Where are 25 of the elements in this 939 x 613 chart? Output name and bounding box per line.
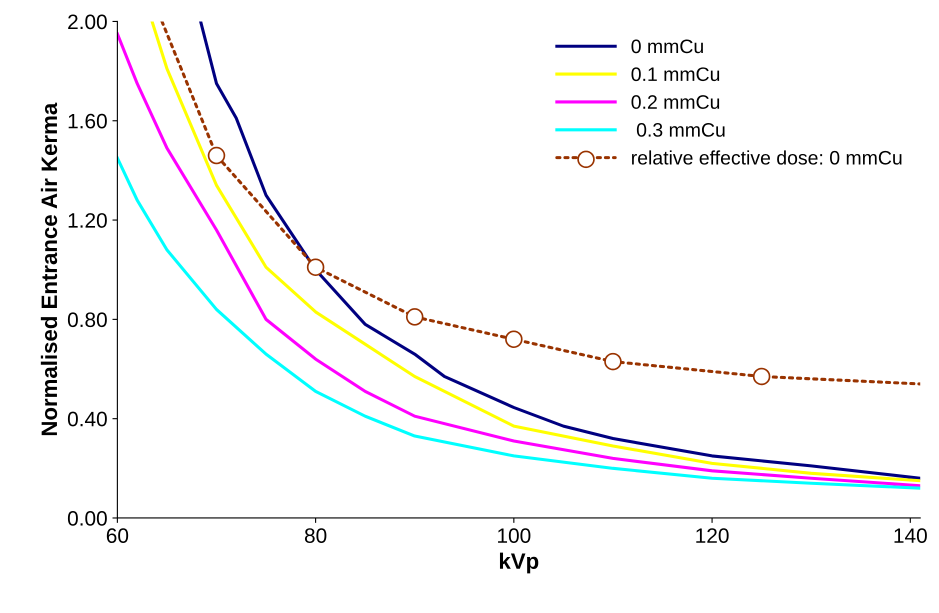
point (505, 330, 523, 348)
y-tick-label: 0.80 (68, 312, 107, 328)
legend-label: 0.2 mmCu (632, 95, 720, 109)
x-tick-label: 100 (498, 528, 530, 544)
x-axis-title: kVp (500, 552, 538, 574)
y-tick-label: 0.00 (68, 510, 107, 526)
y-tick-label: 1.20 (68, 213, 107, 228)
point (208, 146, 226, 164)
line-series (160, 21, 920, 386)
x-tick-label: 80 (304, 528, 326, 544)
y-tick-label: 1.60 (68, 114, 107, 129)
x-tick-label: 120 (696, 528, 729, 544)
y-tick-label: 0.40 (68, 412, 107, 426)
legend-label: relative effective dose: 0 mmCu (632, 150, 902, 165)
x-tick-label: 60 (106, 528, 128, 544)
legend-label: 0.3 mmCu (636, 123, 725, 137)
y-tick-label: 2.00 (68, 14, 107, 30)
legend-label: 0.1 mmCu (632, 67, 720, 82)
y-axis-title: Normalised Entrance Air Kerma (40, 102, 58, 436)
x-tick-label: 140 (894, 528, 927, 544)
point (604, 352, 622, 370)
point (406, 308, 424, 326)
legend-label: 0 mmCu (632, 39, 703, 54)
point (752, 368, 770, 386)
point (306, 258, 324, 276)
